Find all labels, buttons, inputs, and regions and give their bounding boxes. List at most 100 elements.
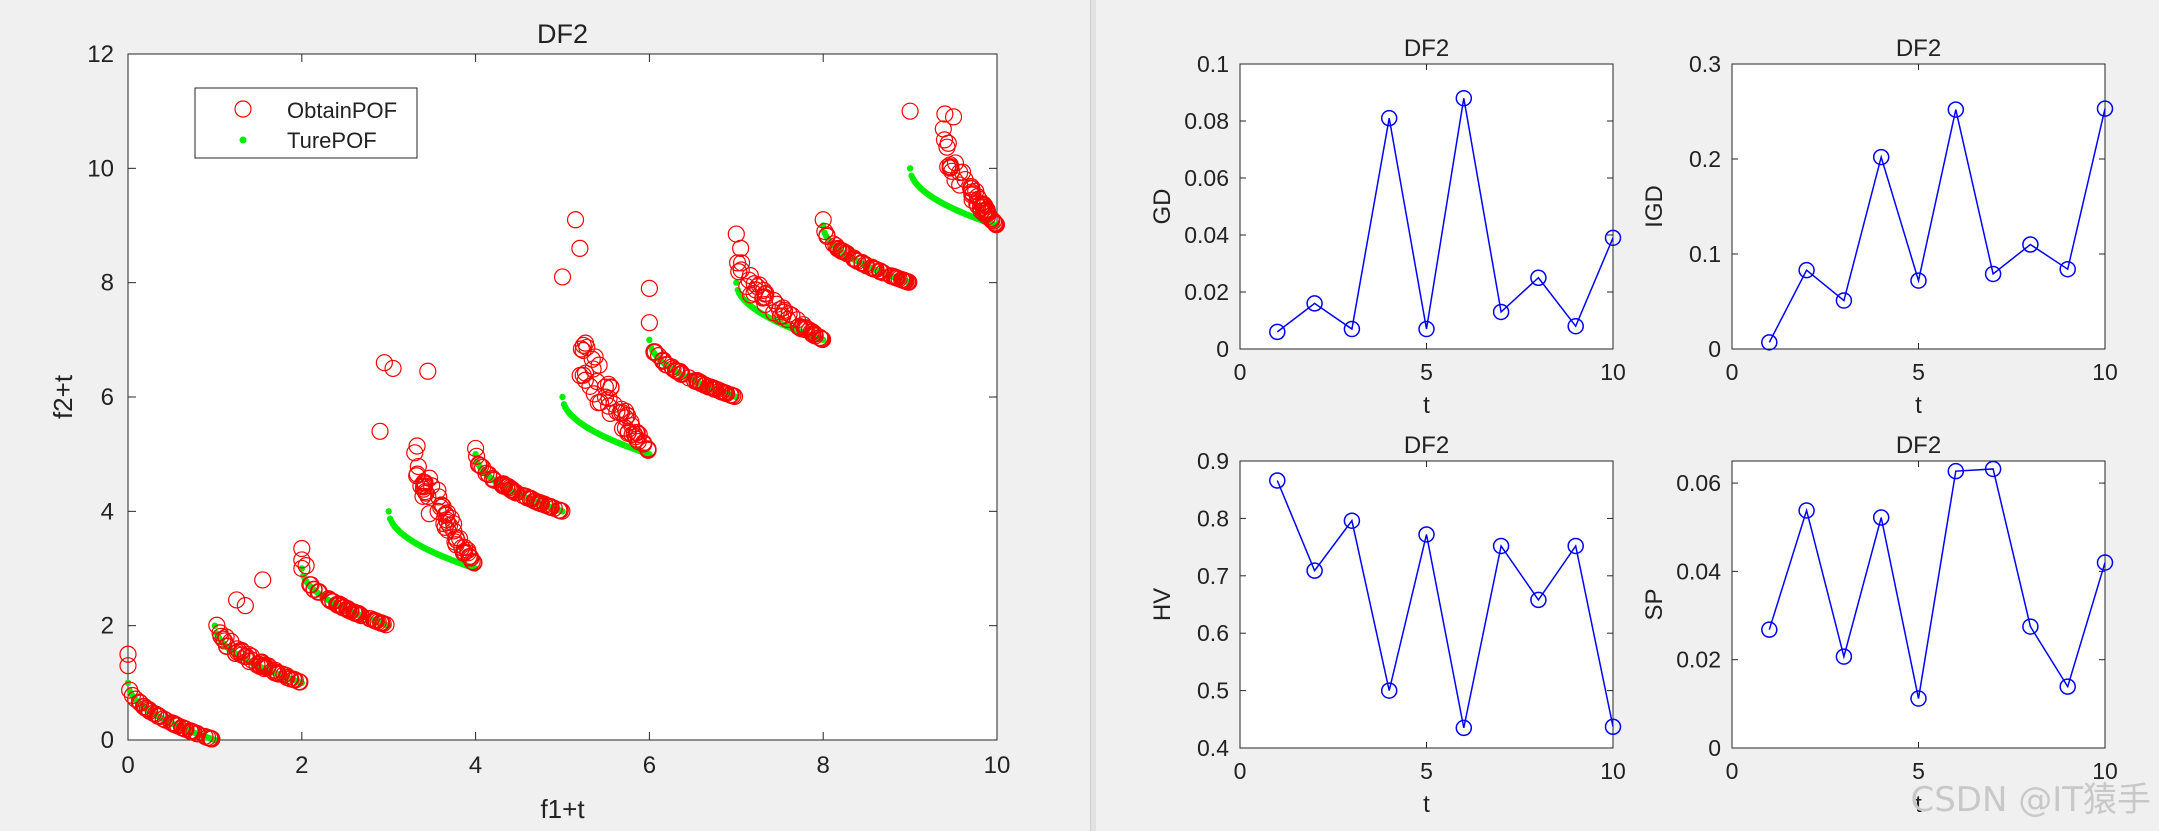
obtain-pof-point xyxy=(796,320,814,339)
obtain-pof-point xyxy=(352,606,370,625)
data-point xyxy=(1530,591,1547,609)
x-tick-label: 10 xyxy=(1600,758,1626,784)
data-point xyxy=(1604,229,1622,247)
obtain-pof-point xyxy=(467,439,485,458)
y-tick-label: 0.04 xyxy=(1676,558,1721,584)
series-line xyxy=(1276,98,1614,333)
y-tick-label: 10 xyxy=(87,155,114,182)
y-tick-label: 0.1 xyxy=(1197,51,1229,77)
data-point xyxy=(1947,101,1965,118)
obtain-pof-point xyxy=(419,487,437,505)
data-point xyxy=(1492,537,1510,555)
obtain-pof-point xyxy=(691,373,709,391)
obtain-pof-point xyxy=(429,502,447,520)
series-line xyxy=(1276,480,1614,729)
obtain-pof-point xyxy=(553,502,571,520)
obtain-pof-point xyxy=(416,475,434,493)
x-tick-label: 10 xyxy=(1600,359,1626,385)
obtain-pof-point xyxy=(419,362,437,380)
obtain-pof-point xyxy=(837,244,855,262)
obtain-pof-point xyxy=(409,457,427,476)
obtain-pof-point xyxy=(901,102,919,120)
obtain-pof-point xyxy=(293,539,311,558)
front-t1 xyxy=(208,571,309,691)
obtain-pof-point xyxy=(944,108,963,126)
obtain-pof-point xyxy=(447,529,465,547)
chart-title: DF2 xyxy=(1404,432,1449,459)
front-t2 xyxy=(293,539,395,634)
obtain-pof-point xyxy=(721,386,740,404)
x-tick-label: 8 xyxy=(817,752,830,779)
data-point xyxy=(1761,621,1778,638)
x-tick-label: 10 xyxy=(2092,359,2118,385)
data-point xyxy=(2059,678,2076,695)
obtain-pof-point xyxy=(542,498,560,516)
data-point xyxy=(2096,100,2114,117)
obtain-pof-point xyxy=(434,497,452,515)
metric-chart-sp: 0 5 10 0 0.02 0.04 0.06 DF2 t SP xyxy=(1641,432,2118,818)
obtain-pof-point xyxy=(935,131,954,149)
obtain-pof-point xyxy=(275,666,293,684)
true-pof-point xyxy=(559,393,566,401)
x-tick-label: 5 xyxy=(1420,359,1433,385)
metric-chart-gd: 0 5 10 0 0.02 0.04 0.06 0.08 0.1 DF2 t GD xyxy=(1149,35,1626,419)
panel-divider[interactable] xyxy=(1090,0,1097,831)
legend-true-label: TurePOF xyxy=(287,128,377,153)
obtain-pof-point xyxy=(649,347,668,365)
series-line xyxy=(1768,108,2106,343)
x-tick-label: 2 xyxy=(295,752,308,779)
obtain-pof-point xyxy=(967,182,985,200)
legend-box xyxy=(194,87,418,159)
obtain-pof-point xyxy=(688,372,707,390)
obtain-pof-point xyxy=(627,424,645,442)
y-tick-label: 0.06 xyxy=(1184,165,1229,191)
obtain-pof-point xyxy=(290,673,308,691)
x-axis-label: t xyxy=(1423,392,1430,419)
obtain-pof-point xyxy=(406,444,424,462)
obtain-pof-point xyxy=(982,209,1000,228)
x-tick-label: 4 xyxy=(469,752,482,779)
data-point xyxy=(1418,526,1435,543)
obtain-pof-point xyxy=(119,657,137,675)
y-tick-label: 0 xyxy=(1708,735,1721,761)
obtain-pof-point xyxy=(590,356,608,374)
series-line xyxy=(1768,468,2106,699)
data-point xyxy=(1455,89,1473,107)
obtain-pof-point xyxy=(962,179,980,197)
obtain-pof-point xyxy=(571,239,589,257)
y-tick-label: 0.9 xyxy=(1197,448,1229,474)
x-tick-label: 10 xyxy=(2092,758,2118,784)
obtain-pof-point xyxy=(566,211,585,229)
data-point xyxy=(1306,295,1323,312)
obtain-pof-point xyxy=(640,314,659,332)
obtain-pof-point xyxy=(423,477,441,495)
obtain-pof-point xyxy=(811,329,829,347)
y-tick-label: 0.02 xyxy=(1184,279,1229,305)
obtain-pof-point xyxy=(987,216,1005,234)
obtain-pof-point xyxy=(602,378,620,396)
data-point xyxy=(1380,109,1398,127)
obtain-pof-point xyxy=(818,227,836,246)
obtain-pof-point xyxy=(576,371,594,389)
obtain-pof-point xyxy=(596,388,615,406)
y-axis-label: SP xyxy=(1641,588,1668,620)
obtain-pof-point xyxy=(165,715,183,733)
chart-title: DF2 xyxy=(1896,35,1941,62)
obtain-pof-point xyxy=(375,354,393,372)
obtain-pof-point xyxy=(236,597,254,615)
front-t3 xyxy=(371,354,483,572)
obtain-pof-point xyxy=(732,254,751,272)
obtain-pof-point xyxy=(480,465,498,483)
obtain-pof-point xyxy=(432,498,450,516)
obtain-pof-point xyxy=(866,260,884,278)
obtain-pof-point xyxy=(899,273,917,291)
x-axis-label: t xyxy=(1915,392,1922,419)
x-tick-label: 0 xyxy=(1726,758,1739,784)
obtain-pof-point xyxy=(349,605,368,623)
data-point xyxy=(1835,292,1853,309)
obtain-pof-point xyxy=(181,722,199,740)
data-point xyxy=(1798,502,1815,519)
watermark: CSDN @IT猿手 xyxy=(1910,780,2151,820)
obtain-pof-point xyxy=(460,548,478,566)
obtain-pof-point xyxy=(969,197,987,215)
